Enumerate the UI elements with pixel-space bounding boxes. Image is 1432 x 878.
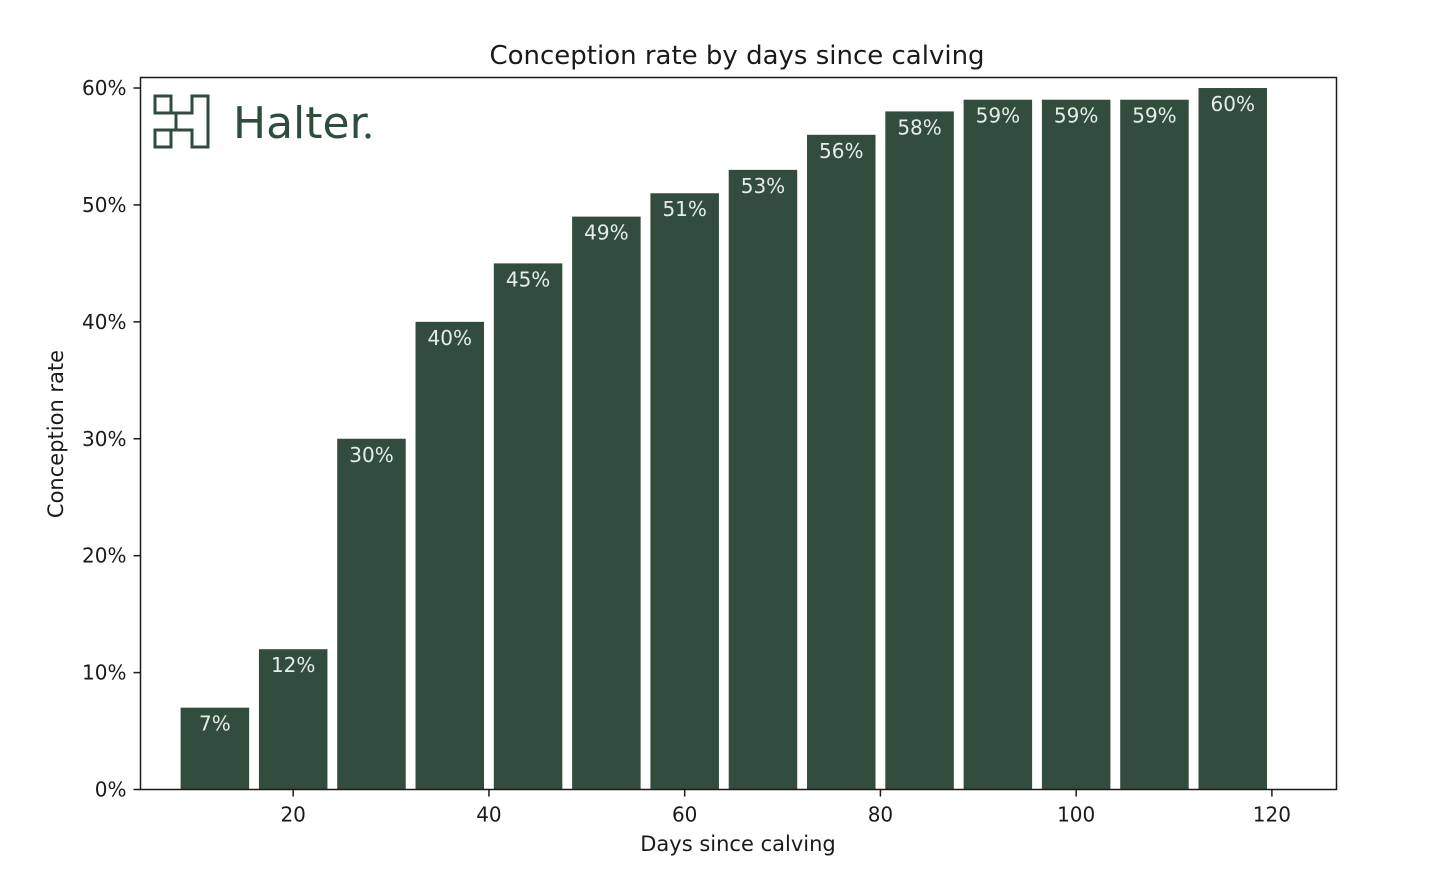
bar — [885, 111, 954, 790]
bar — [337, 438, 406, 790]
y-tick-label: 60% — [82, 76, 126, 100]
bar — [1120, 99, 1189, 790]
bar — [415, 321, 485, 790]
x-tick-label: 20 — [280, 803, 305, 827]
y-axis-label: Conception rate — [44, 350, 68, 518]
bar — [258, 649, 328, 790]
bar-data-label: 45% — [506, 267, 550, 291]
x-tick-label: 80 — [868, 803, 893, 827]
bar — [493, 263, 563, 790]
halter-logo: Halter — [153, 94, 371, 149]
y-tick-label: 30% — [82, 427, 126, 451]
bar-data-label: 12% — [271, 653, 315, 677]
logo-text: Halter — [233, 98, 369, 149]
bar-data-label: 49% — [584, 221, 628, 245]
y-tick-label: 0% — [95, 778, 127, 802]
bar — [963, 99, 1033, 790]
plot-frame — [139, 76, 1338, 791]
y-tick-label: 10% — [82, 661, 126, 685]
y-tick-label: 50% — [82, 193, 126, 217]
bar-data-label: 59% — [1054, 104, 1098, 128]
bar — [180, 707, 250, 790]
bar — [1198, 88, 1268, 790]
bar-labels-group: 7% 12% 30% 40% 45% 49% 51% 53% 56% 58% 59% 59% 59% 60… — [199, 92, 1255, 736]
bar-data-label: 53% — [741, 174, 785, 198]
x-tick-label: 120 — [1253, 803, 1291, 827]
bar-data-label: 60% — [1211, 92, 1255, 116]
x-tick-label: 40 — [476, 803, 501, 827]
halter-h-icon — [153, 94, 210, 149]
bar-data-label: 59% — [976, 104, 1020, 128]
bar — [1041, 99, 1111, 790]
chart-title: Conception rate by days since calving — [489, 41, 984, 71]
bar — [650, 193, 719, 790]
bar — [572, 216, 641, 790]
x-axis-label: Days since calving — [640, 832, 835, 856]
logo-dot — [365, 133, 371, 139]
bar-data-label: 59% — [1132, 104, 1176, 128]
bar-data-label: 58% — [897, 115, 941, 139]
bar-data-label: 51% — [662, 197, 706, 221]
bar-data-label: 56% — [819, 139, 863, 163]
x-tick-label: 100 — [1057, 803, 1095, 827]
y-axis: 0% 10% 20% 30% 40% 50% 60% — [82, 76, 141, 802]
bar-data-label: 7% — [199, 712, 231, 736]
bar — [728, 169, 798, 790]
bar-data-label: 40% — [428, 326, 472, 350]
x-axis: 20 40 60 80 100 120 — [280, 789, 1291, 827]
bars-group — [180, 88, 1268, 790]
x-tick-label: 60 — [672, 803, 697, 827]
bar-data-label: 30% — [349, 443, 393, 467]
y-tick-label: 40% — [82, 310, 126, 334]
bar — [807, 134, 876, 790]
y-tick-label: 20% — [82, 544, 126, 568]
